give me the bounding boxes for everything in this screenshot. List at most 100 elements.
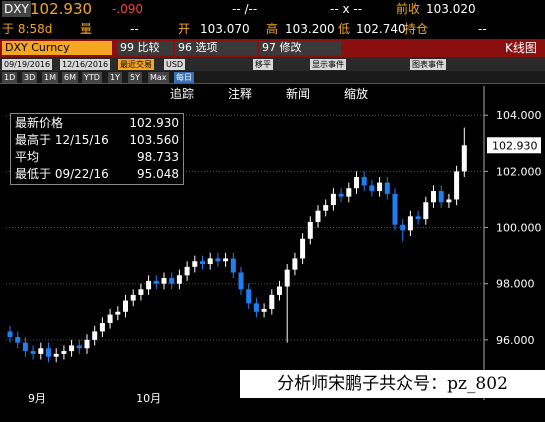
candle-body <box>215 258 221 262</box>
candle-body <box>461 145 467 172</box>
candle-body <box>377 182 383 192</box>
legend-last-label: 最新价格 <box>15 116 64 130</box>
period[interactable]: 每日 <box>174 72 194 83</box>
currency[interactable]: USD <box>164 59 186 70</box>
options-button[interactable]: 96 选项 <box>175 41 257 55</box>
last-price-tag-label: 102.930 <box>492 139 538 152</box>
legend-low-label: 最低于 09/22/16 <box>15 167 109 181</box>
candle-body <box>84 339 90 349</box>
candle-body <box>300 238 306 259</box>
volume: -- <box>130 22 139 36</box>
candle-body <box>153 280 159 284</box>
candle-body <box>315 210 321 222</box>
legend-high-label: 最高于 12/15/16 <box>15 133 109 147</box>
candle-body <box>46 348 51 357</box>
candle-body <box>107 314 113 323</box>
candle-body <box>330 193 336 206</box>
size: -- x -- <box>330 2 363 16</box>
legend-high-value: 103.560 <box>129 133 179 147</box>
events[interactable]: 显示事件 <box>310 59 346 70</box>
range-button[interactable]: 1Y <box>108 72 122 83</box>
candle-body <box>261 308 267 312</box>
y-tick-label: 100.000 <box>496 222 542 235</box>
action-button[interactable]: 缩放 <box>344 87 369 101</box>
candle-body <box>115 311 121 315</box>
candle-body <box>7 331 13 338</box>
chart-events[interactable]: 图表事件 <box>410 59 446 70</box>
action-button[interactable]: 追踪 <box>170 87 195 101</box>
x-tick-label: 9月 <box>28 392 46 405</box>
candle-body <box>423 202 429 220</box>
moving-avg[interactable]: 移平 <box>253 59 273 70</box>
bid-ask: -- /-- <box>232 2 258 16</box>
legend-box: 最新价格 102.930 最高于 12/15/16 103.560 平均 98.… <box>10 113 184 185</box>
change: -.090 <box>112 2 144 16</box>
y-tick-label: 104.000 <box>496 109 542 122</box>
range-button[interactable]: Max <box>148 72 169 83</box>
security[interactable]: DXY Curncy <box>2 41 112 55</box>
range-button[interactable]: 6M <box>62 72 78 83</box>
candle-body <box>76 345 82 349</box>
last-trade[interactable]: 最近交易 <box>118 59 154 70</box>
candle-body <box>354 177 359 189</box>
range-button[interactable]: 5Y <box>128 72 142 83</box>
last-price: 102.930 <box>30 0 93 18</box>
candle-body <box>184 266 190 276</box>
prev-close: 103.020 <box>426 2 476 16</box>
legend-last-value: 102.930 <box>129 116 179 130</box>
candle-body <box>338 193 344 197</box>
range-button[interactable]: 1D <box>2 72 18 83</box>
candle-body <box>431 191 436 203</box>
action-button[interactable]: 注释 <box>228 87 253 101</box>
range-button[interactable]: YTD <box>82 72 102 83</box>
candle-body <box>176 275 182 284</box>
candle-body <box>169 278 175 284</box>
candle-body <box>384 182 390 194</box>
candle-body <box>407 216 413 231</box>
end-date[interactable]: 12/16/2016 <box>60 59 111 70</box>
edit-button[interactable]: 97 修改 <box>259 41 341 55</box>
candle-body <box>269 294 275 309</box>
candle-body <box>192 261 198 267</box>
x-tick-label: 10月 <box>136 392 161 405</box>
candle-body <box>438 191 444 203</box>
candle-body <box>307 221 313 239</box>
candle-body <box>323 205 329 211</box>
prev-close-label: 前收 <box>396 2 421 16</box>
menu-row: DXY Curncy 99 比较 96 选项 97 修改 K线图 <box>0 39 545 57</box>
candle-body <box>446 199 452 203</box>
candle-body <box>223 258 229 262</box>
compare-button[interactable]: 99 比较 <box>117 41 173 55</box>
candle-body <box>253 303 259 312</box>
action-button[interactable]: 新闻 <box>286 87 311 101</box>
candle-body <box>61 351 67 354</box>
low: 102.740 <box>356 22 406 36</box>
candle-body <box>361 177 367 186</box>
candle-body <box>284 269 290 287</box>
candle-body <box>230 258 236 273</box>
legend-avg-value: 98.733 <box>137 150 179 164</box>
open-label: 开 <box>178 22 191 36</box>
range-strip: 1D 3D 1M 6M YTD 1Y 5Y Max 每日 <box>0 71 545 83</box>
candle-body <box>392 193 398 225</box>
range-button[interactable]: 3D <box>22 72 38 83</box>
candle-body <box>346 188 352 197</box>
low-label: 低 <box>338 22 351 36</box>
candle-body <box>369 185 375 192</box>
high-label: 高 <box>266 22 279 36</box>
candle-body <box>138 289 144 295</box>
candle-body <box>53 353 59 357</box>
oi-label: 持仓 <box>404 22 429 36</box>
y-tick-label: 98.000 <box>496 278 535 291</box>
high: 103.200 <box>285 22 335 36</box>
range-button[interactable]: 1M <box>42 72 58 83</box>
legend-low-value: 95.048 <box>137 167 179 181</box>
candle-body <box>415 216 421 220</box>
candle-body <box>130 294 136 301</box>
candle-body <box>207 258 213 265</box>
candle-body <box>15 337 21 343</box>
candle-body <box>277 286 282 295</box>
start-date[interactable]: 09/19/2016 <box>2 59 53 70</box>
time: 于 8:58d <box>2 22 53 36</box>
